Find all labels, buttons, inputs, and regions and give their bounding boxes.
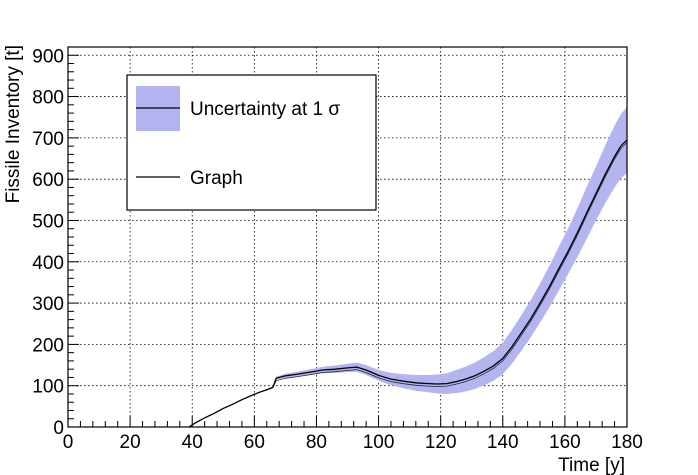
legend-label-uncertainty: Uncertainty at 1 σ <box>190 99 340 120</box>
legend: Uncertainty at 1 σ Graph <box>126 74 377 211</box>
x-tick-label: 40 <box>182 432 203 453</box>
y-tick-label: 0 <box>53 418 64 439</box>
graph-line-layer <box>188 139 628 428</box>
uncertainty-band <box>189 106 627 428</box>
legend-label-graph: Graph <box>190 168 243 189</box>
graph-line-trace <box>188 142 628 428</box>
y-axis-title: Fissile Inventory [t] <box>3 45 24 203</box>
x-tick-label: 80 <box>306 432 327 453</box>
y-tick-label: 400 <box>32 253 64 274</box>
x-tick-label: 180 <box>611 432 643 453</box>
axis-tick-labels: 0 20 40 60 80 100 120 140 160 180 0 100 200 300 400 500… <box>32 46 643 453</box>
y-tick-label: 700 <box>32 129 64 150</box>
x-tick-label: 100 <box>363 432 395 453</box>
uncertainty-band-layer <box>189 106 627 428</box>
y-tick-label: 200 <box>32 335 64 356</box>
y-tick-label: 100 <box>32 377 64 398</box>
x-tick-label: 0 <box>63 432 74 453</box>
y-tick-label: 600 <box>32 170 64 191</box>
x-tick-label: 120 <box>425 432 457 453</box>
y-tick-label: 500 <box>32 211 64 232</box>
x-tick-label: 20 <box>120 432 141 453</box>
y-tick-label: 300 <box>32 294 64 315</box>
y-tick-label: 800 <box>32 88 64 109</box>
x-tick-label: 160 <box>549 432 581 453</box>
axis-ticks <box>67 46 628 428</box>
y-tick-label: 900 <box>32 46 64 67</box>
x-tick-label: 60 <box>244 432 265 453</box>
x-axis-title: Time [y] <box>558 455 625 475</box>
x-tick-label: 140 <box>487 432 519 453</box>
